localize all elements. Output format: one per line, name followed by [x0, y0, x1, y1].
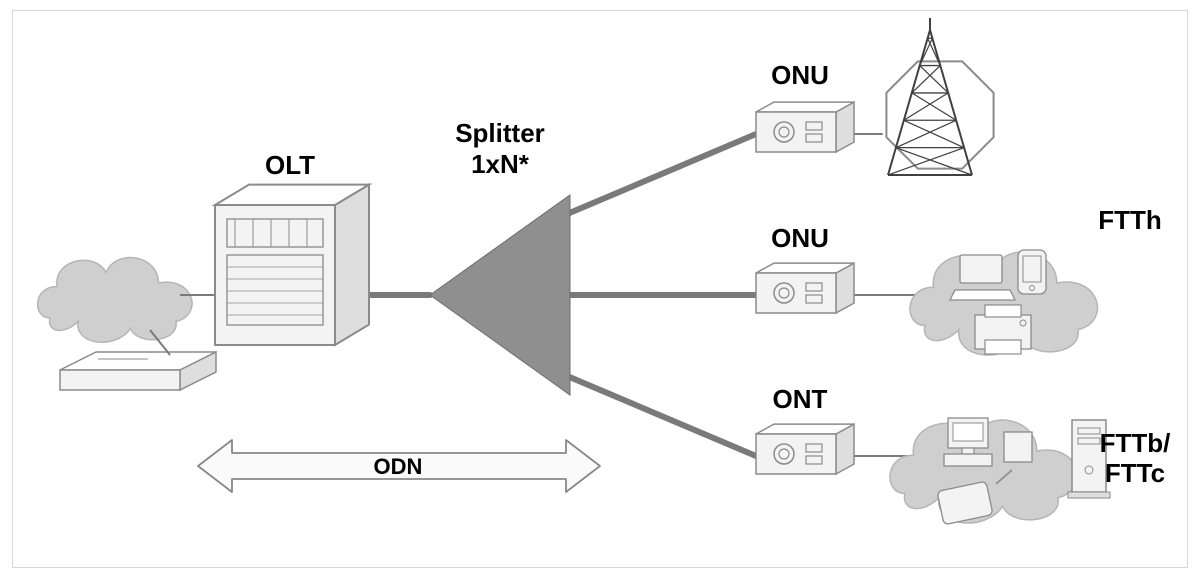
label-onu2: ONU: [760, 223, 840, 254]
olt-icon: [215, 185, 369, 345]
label-splitter: Splitter 1xN*: [425, 118, 575, 180]
onu1-icon: [756, 102, 854, 152]
label-splitter-line2: 1xN*: [471, 149, 529, 179]
label-fttbc: FTTb/ FTTc: [1080, 429, 1190, 489]
label-olt: OLT: [245, 150, 335, 181]
splitter-icon: [430, 195, 570, 395]
label-fttbc-line2: FTTc: [1105, 458, 1165, 488]
ont-icon: [756, 424, 854, 474]
onu2-icon: [756, 263, 854, 313]
label-ont: ONT: [760, 384, 840, 415]
cell-tower-icon: [886, 18, 993, 175]
diagram-svg: [0, 0, 1200, 580]
label-ftth: FTTh: [1080, 205, 1180, 236]
label-fttbc-line1: FTTb/: [1100, 428, 1171, 458]
cloud-wan: [38, 258, 192, 343]
label-onu1: ONU: [760, 60, 840, 91]
modem-icon: [60, 352, 216, 390]
label-odn: ODN: [358, 454, 438, 480]
label-splitter-line1: Splitter: [455, 118, 545, 148]
